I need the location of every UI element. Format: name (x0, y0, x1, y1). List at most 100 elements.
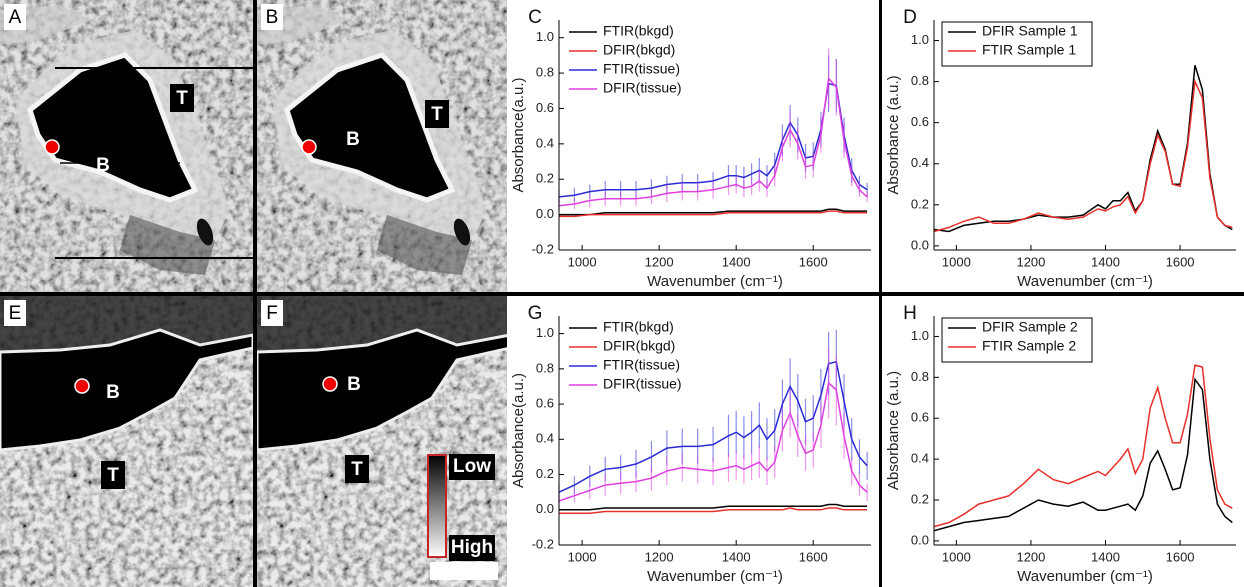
panel-letter: F (266, 303, 278, 324)
y-tick-label: 1.0 (911, 328, 929, 343)
x-tick-label: 1400 (1091, 254, 1120, 269)
lumen-label: B (106, 382, 120, 403)
letter-box (261, 4, 283, 30)
panel-letter: B (266, 7, 279, 28)
y-tick-label: 0.4 (536, 431, 554, 446)
legend-label: DFIR(tissue) (603, 376, 682, 392)
label-box (345, 455, 369, 483)
y-tick-label: 0.2 (536, 171, 554, 186)
x-axis-title: Wavenumber (cm⁻¹) (647, 273, 783, 290)
lumen-label: B (346, 129, 360, 150)
series-line (933, 78, 1233, 233)
y-tick-label: 0.8 (911, 73, 929, 88)
sample-point (74, 378, 90, 394)
y-tick-label: 0.6 (911, 410, 929, 425)
legend-label: FTIR(tissue) (603, 357, 680, 373)
panel-letter: D (903, 7, 917, 28)
tissue-image (0, 296, 253, 587)
panel-letter: C (528, 7, 542, 28)
legend-label: FTIR Sample 2 (982, 338, 1076, 354)
x-tick-label: 1000 (568, 549, 597, 564)
legend-label: DFIR Sample 1 (982, 23, 1078, 39)
lumen-label: B (96, 155, 110, 176)
series-line (558, 381, 868, 502)
x-tick-label: 1200 (1016, 254, 1045, 269)
x-tick-label: 1400 (722, 254, 751, 269)
x-tick-label: 1200 (645, 549, 674, 564)
scale-bar (430, 562, 498, 580)
y-tick-label: 0.4 (911, 155, 929, 170)
label-box (449, 454, 495, 480)
y-axis-title: Absorbance (a.u.) (885, 371, 902, 490)
chart-panel (507, 0, 879, 292)
y-tick-label: -0.2 (532, 536, 554, 551)
x-tick-label: 1600 (799, 549, 828, 564)
chart-panel (507, 296, 879, 587)
y-tick-label: 0.4 (911, 451, 929, 466)
image-panel-e: E B T (0, 296, 253, 587)
legend-label: DFIR Sample 2 (982, 319, 1078, 335)
x-axis-title: Wavenumber (cm⁻¹) (647, 568, 783, 585)
y-tick-label: 0.4 (536, 135, 554, 150)
legend-frame (941, 21, 1093, 67)
image-panel-f: F B T Low High (257, 296, 510, 587)
legend-label: FTIR Sample 1 (982, 42, 1076, 58)
legend-label: FTIR(bkgd) (603, 319, 674, 335)
y-tick-label: 0.0 (536, 501, 554, 516)
tissue-image (0, 0, 253, 292)
x-tick-label: 1000 (942, 254, 971, 269)
label-box (170, 84, 194, 112)
y-tick-label: 0.0 (911, 532, 929, 547)
x-axis-title: Wavenumber (cm⁻¹) (1017, 568, 1153, 585)
x-tick-label: 1200 (1016, 549, 1045, 564)
y-tick-label: 0.2 (911, 196, 929, 211)
series-line (559, 507, 868, 515)
series-line (558, 360, 868, 493)
sample-point (44, 139, 60, 155)
y-tick-label: 0.8 (536, 65, 554, 80)
tissue-label: T (176, 88, 188, 109)
tissue-label: T (351, 459, 363, 480)
panel-letter: E (9, 303, 22, 324)
y-tick-label: 0.8 (911, 369, 929, 384)
x-tick-label: 1200 (645, 254, 674, 269)
y-tick-label: -0.2 (532, 241, 554, 256)
legend-label: FTIR(tissue) (603, 61, 680, 77)
image-clip: F B T Low High (257, 296, 510, 587)
y-tick-label: 0.2 (536, 466, 554, 481)
x-axis-title: Wavenumber (cm⁻¹) (1017, 273, 1153, 290)
series-line (559, 503, 868, 511)
series-line (559, 210, 868, 218)
x-tick-label: 1600 (799, 254, 828, 269)
x-tick-label: 1600 (1166, 254, 1195, 269)
lumen-label: B (347, 374, 361, 395)
x-tick-label: 1400 (722, 549, 751, 564)
colorbar-high-label: High (451, 537, 493, 558)
series-line (559, 208, 868, 216)
label-box (425, 100, 449, 128)
sample-point (322, 376, 338, 392)
series-line (933, 377, 1233, 532)
x-tick-label: 1000 (942, 549, 971, 564)
image-panel-a: A B T (0, 0, 253, 292)
legend-frame (941, 317, 1093, 363)
y-tick-label: 0.8 (536, 360, 554, 375)
image-panel-b: B B T (257, 0, 510, 292)
panel-letter: A (9, 7, 22, 28)
y-tick-label: 1.0 (911, 32, 929, 47)
series-line (558, 76, 868, 207)
legend-label: DFIR(bkgd) (603, 338, 675, 354)
series-line (558, 82, 868, 198)
label-box (101, 461, 125, 489)
legend-label: DFIR(tissue) (603, 80, 682, 96)
series-line (933, 64, 1233, 233)
y-tick-label: 1.0 (536, 325, 554, 340)
series-line (933, 364, 1233, 528)
image-clip: B B T (257, 0, 510, 292)
label-box (449, 535, 495, 561)
y-tick-label: 0.2 (911, 491, 929, 506)
y-tick-label: 0.0 (911, 237, 929, 252)
y-tick-label: 0.0 (536, 206, 554, 221)
legend-label: FTIR(bkgd) (603, 23, 674, 39)
